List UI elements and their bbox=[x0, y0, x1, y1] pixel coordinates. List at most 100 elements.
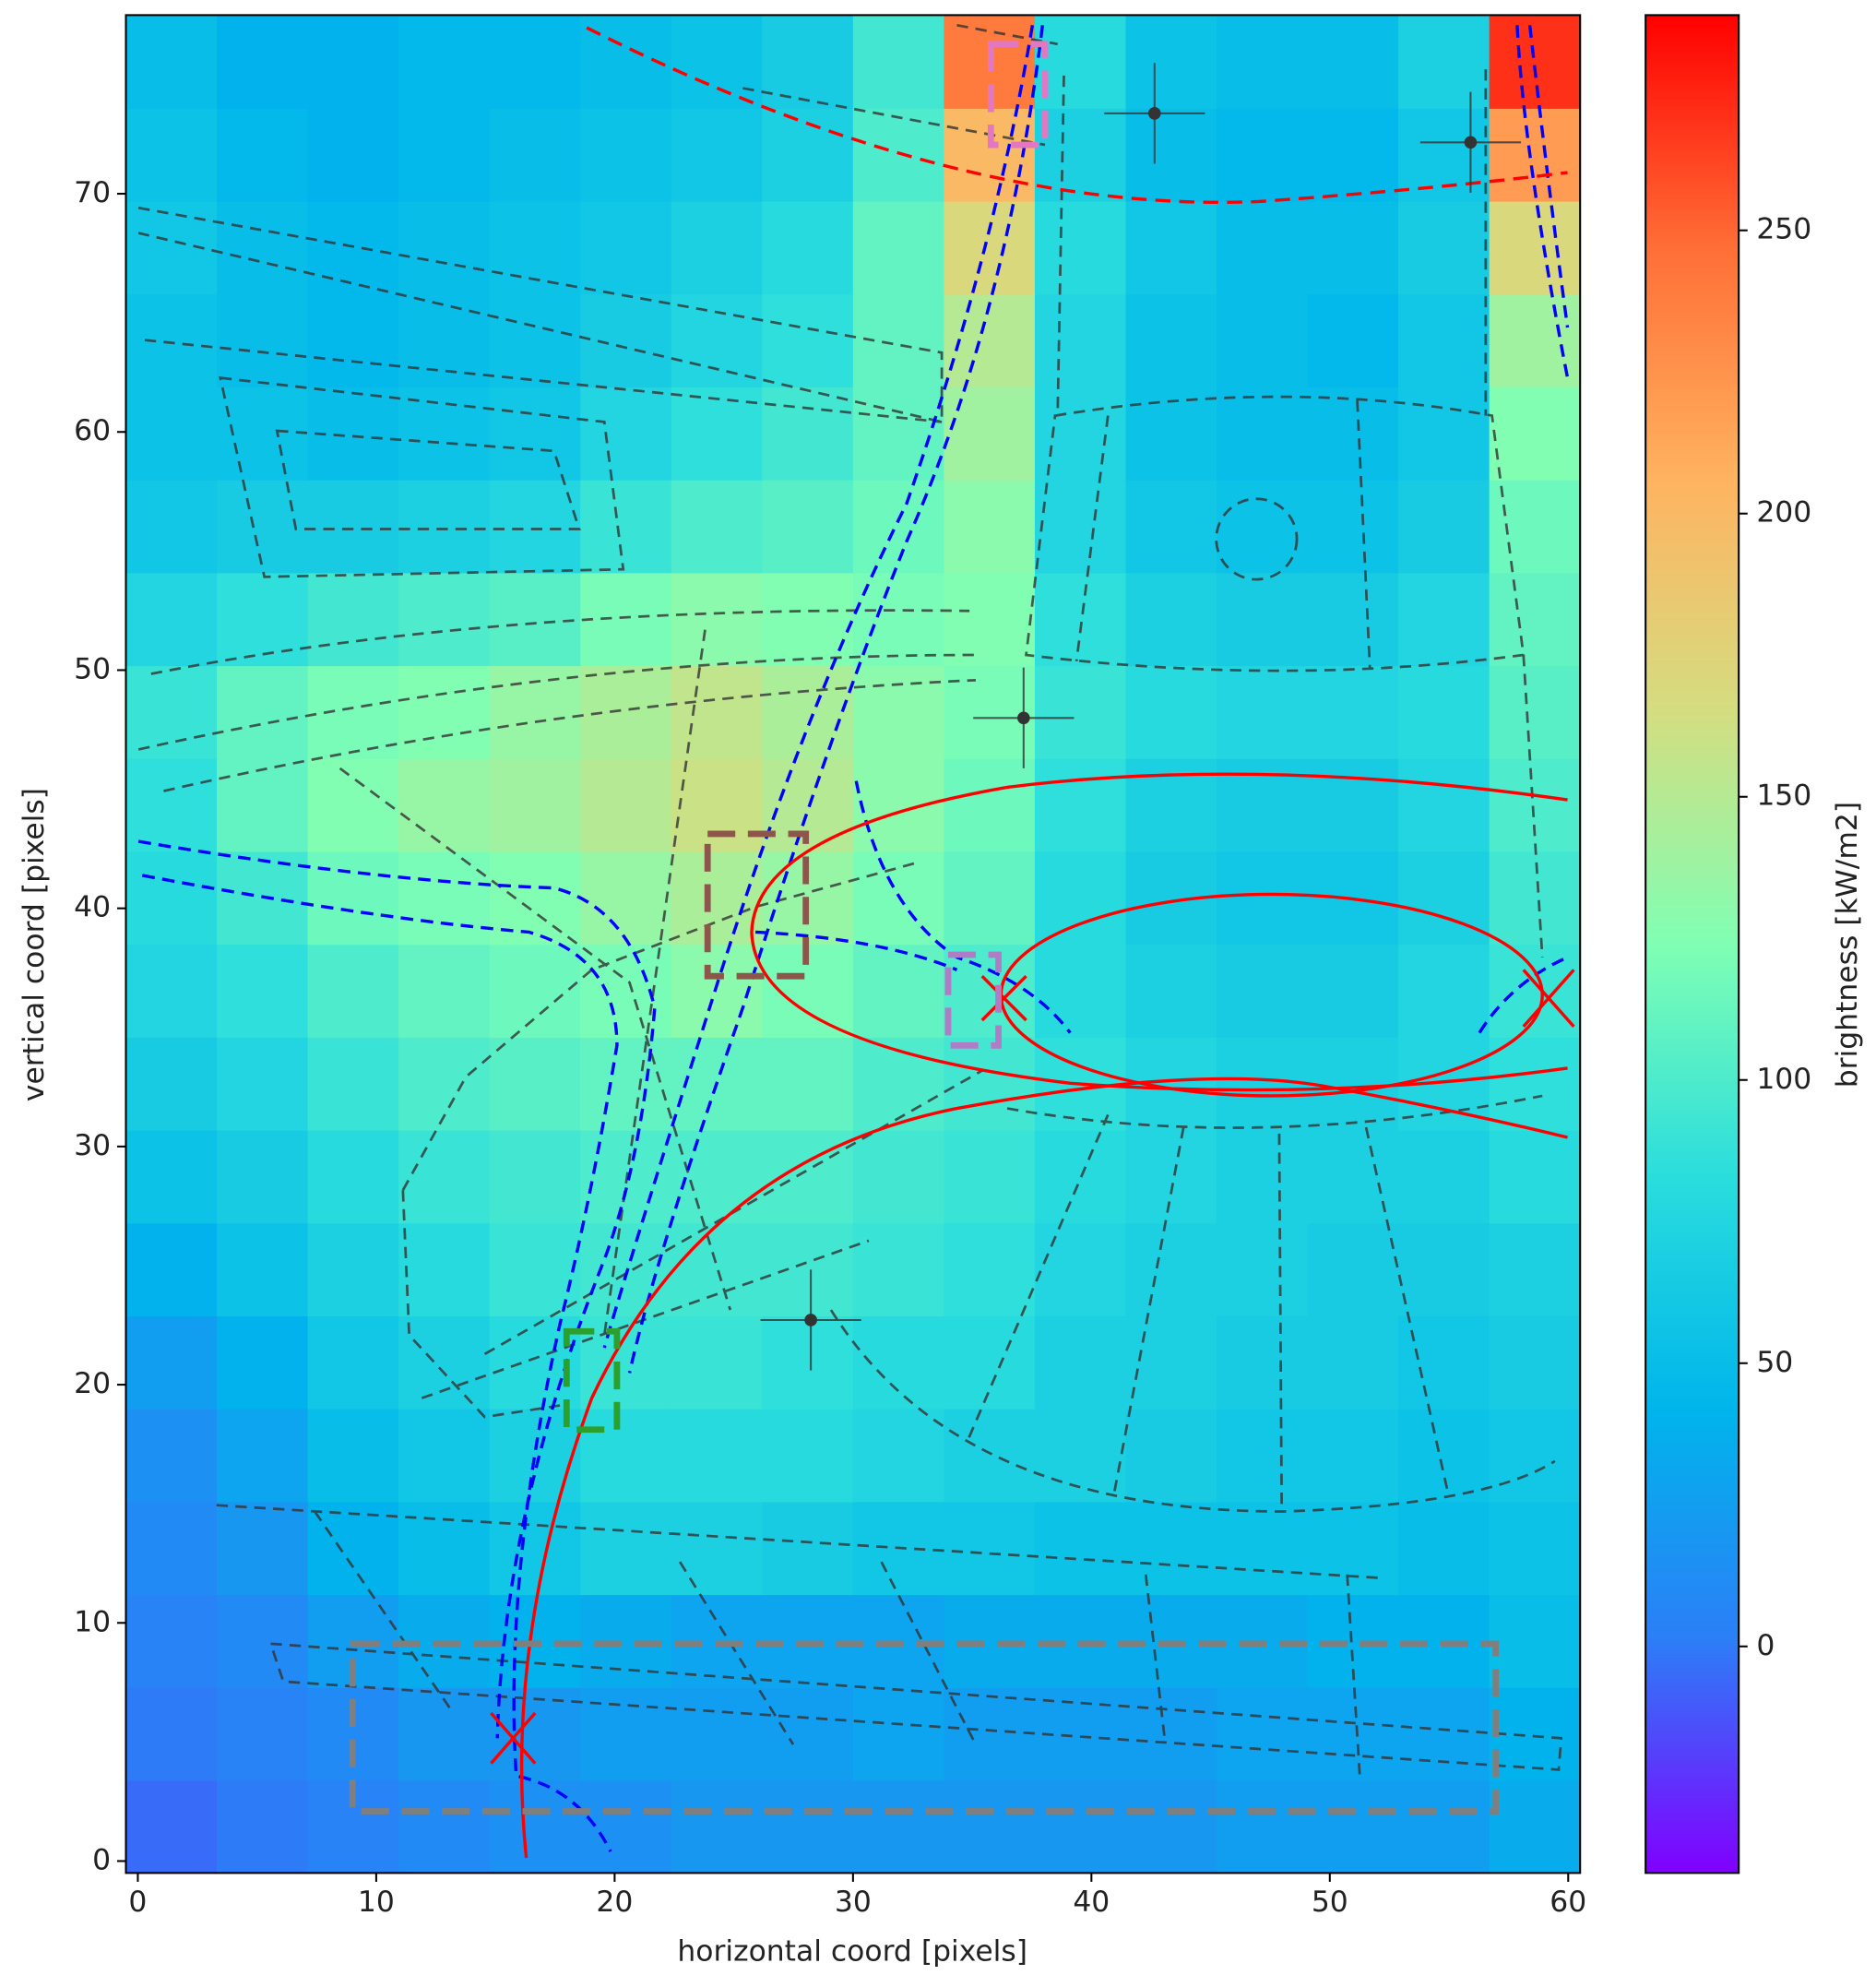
heat-cell bbox=[217, 1594, 309, 1688]
heat-cell bbox=[217, 387, 309, 481]
heat-cell bbox=[1398, 293, 1490, 388]
heat-cell bbox=[125, 1501, 218, 1596]
x-tick-label: 20 bbox=[596, 1886, 633, 1919]
heat-cell bbox=[1489, 200, 1582, 295]
heat-cell bbox=[762, 200, 854, 295]
heat-cell bbox=[852, 15, 945, 109]
heat-cell bbox=[671, 387, 764, 481]
heat-cell bbox=[944, 1315, 1036, 1410]
heat-cell bbox=[1125, 1315, 1217, 1410]
heat-cell bbox=[1489, 479, 1582, 574]
y-tick-label: 60 bbox=[74, 414, 111, 447]
heat-cell bbox=[217, 15, 309, 109]
heat-cell bbox=[125, 1222, 218, 1317]
heat-cell bbox=[217, 572, 309, 667]
heat-cell bbox=[217, 1222, 309, 1317]
heat-cell bbox=[762, 293, 854, 388]
heat-cell bbox=[125, 1037, 218, 1131]
heat-cell bbox=[307, 757, 399, 852]
heat-cell bbox=[944, 1037, 1036, 1131]
y-tick-label: 10 bbox=[74, 1605, 111, 1638]
heat-cell bbox=[307, 1037, 399, 1131]
heat-cell bbox=[217, 1779, 309, 1874]
heat-cell bbox=[217, 293, 309, 388]
heat-cell bbox=[852, 1408, 945, 1503]
heat-cell bbox=[1217, 1779, 1309, 1874]
y-axis-label: vertical coord [pixels] bbox=[18, 788, 51, 1101]
heat-cell bbox=[1217, 944, 1309, 1038]
heat-cell bbox=[398, 944, 491, 1038]
heat-cell bbox=[489, 1686, 582, 1781]
heat-cell bbox=[1125, 479, 1217, 574]
heat-cell bbox=[1217, 293, 1309, 388]
heat-cell bbox=[1307, 15, 1399, 109]
heat-cell bbox=[489, 387, 582, 481]
heat-cell bbox=[944, 851, 1036, 946]
heat-cell bbox=[125, 1315, 218, 1410]
heat-cell bbox=[1034, 851, 1127, 946]
heat-cell bbox=[398, 108, 491, 202]
heat-cell bbox=[489, 293, 582, 388]
heat-cell bbox=[1217, 665, 1309, 759]
heat-cell bbox=[1125, 1222, 1217, 1317]
heat-cell bbox=[125, 851, 218, 946]
heat-cell bbox=[671, 665, 764, 759]
heat-cell bbox=[1489, 1129, 1582, 1224]
heat-cell bbox=[1489, 1315, 1582, 1410]
heat-cell bbox=[1489, 1037, 1582, 1131]
heat-cell bbox=[852, 1686, 945, 1781]
heat-cell bbox=[398, 200, 491, 295]
heat-cell bbox=[580, 1501, 672, 1596]
heat-cell bbox=[671, 200, 764, 295]
heat-cell bbox=[1307, 200, 1399, 295]
heat-cell bbox=[1217, 108, 1309, 202]
heat-cell bbox=[1307, 665, 1399, 759]
heat-cell bbox=[671, 572, 764, 667]
heat-cell bbox=[944, 1501, 1036, 1596]
heat-cell bbox=[1217, 1037, 1309, 1131]
heat-cell bbox=[125, 1129, 218, 1224]
heat-cell bbox=[580, 1779, 672, 1874]
heat-cell bbox=[944, 1129, 1036, 1224]
heat-cell bbox=[1398, 944, 1490, 1038]
heat-cell bbox=[671, 1779, 764, 1874]
heat-cell bbox=[1307, 572, 1399, 667]
heat-cell bbox=[944, 200, 1036, 295]
heat-cell bbox=[217, 1408, 309, 1503]
heat-cell bbox=[489, 15, 582, 109]
heat-cell bbox=[1307, 1779, 1399, 1874]
heat-cell bbox=[944, 1222, 1036, 1317]
heat-cell bbox=[671, 1222, 764, 1317]
heat-cell bbox=[1398, 572, 1490, 667]
heat-cell bbox=[1307, 479, 1399, 574]
heat-cell bbox=[671, 1408, 764, 1503]
heat-cell bbox=[1034, 15, 1127, 109]
heat-cell bbox=[1307, 108, 1399, 202]
heat-cell bbox=[217, 200, 309, 295]
heat-cell bbox=[125, 1779, 218, 1874]
heat-cell bbox=[1398, 1686, 1490, 1781]
heat-cell bbox=[125, 1686, 218, 1781]
heat-cell bbox=[398, 572, 491, 667]
x-tick-label: 60 bbox=[1549, 1886, 1586, 1919]
heat-cell bbox=[1217, 1129, 1309, 1224]
heat-cell bbox=[398, 757, 491, 852]
x-tick-label: 40 bbox=[1073, 1886, 1110, 1919]
heat-cell bbox=[762, 387, 854, 481]
heat-cell bbox=[671, 479, 764, 574]
heat-cell bbox=[1398, 1315, 1490, 1410]
heat-cell bbox=[125, 665, 218, 759]
heat-cell bbox=[398, 1408, 491, 1503]
y-tick-label: 40 bbox=[74, 891, 111, 924]
heat-cell bbox=[307, 1408, 399, 1503]
heat-cell bbox=[489, 1129, 582, 1224]
heat-cell bbox=[580, 1686, 672, 1781]
heat-cell bbox=[307, 572, 399, 667]
heat-cell bbox=[852, 665, 945, 759]
heat-cell bbox=[1125, 1779, 1217, 1874]
heat-cell bbox=[852, 200, 945, 295]
heat-cell bbox=[489, 1037, 582, 1131]
heat-cell bbox=[852, 1315, 945, 1410]
heatmap bbox=[125, 15, 1582, 1874]
